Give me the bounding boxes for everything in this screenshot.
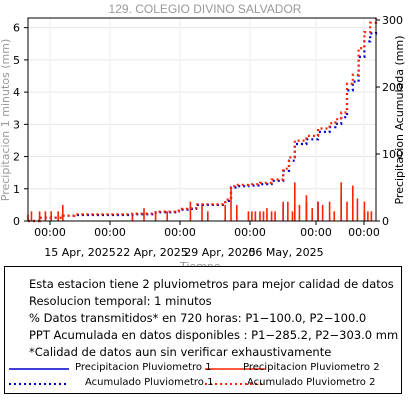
y-right-tick-label: 100 xyxy=(382,148,403,161)
y-axis-right-label: Precipitacion Acumulada (mm) xyxy=(393,35,406,204)
legend-label-p2: Precipitacion Pluviometro 2 xyxy=(243,362,380,373)
x-date-label: 29 Apr, 2025 xyxy=(184,246,256,259)
grid-lines xyxy=(28,18,376,222)
y-axis-left-label: Precipitacion 1 minutos (mm) xyxy=(0,39,12,201)
info-line-5: *Calidad de datos aun sin verificar exha… xyxy=(29,345,332,359)
accumulated-lines xyxy=(28,18,378,223)
x-date-label: 15 Apr, 2025 xyxy=(44,246,116,259)
y-left-tick-label: 4 xyxy=(13,86,20,99)
x-date-label: 06 May, 2025 xyxy=(248,246,323,259)
x-time-label: 00:00 xyxy=(348,226,380,239)
legend-label-acc1: Acumulado Pluviometro 1 xyxy=(85,377,214,388)
y-left-tick-label: 0 xyxy=(13,215,20,228)
info-line-2: Resolucion temporal: 1 minutos xyxy=(29,294,212,308)
y-right-tick-label: 0 xyxy=(382,215,389,228)
axes: 0 1 2 3 4 5 6 0 100 200 300 00:00 00:00 00:00 00:00 00:… xyxy=(13,14,403,259)
legend-swatches xyxy=(9,368,265,385)
precipitation-bars xyxy=(27,182,373,221)
y-left-tick-label: 6 xyxy=(13,22,20,35)
plot-frame xyxy=(27,17,377,222)
x-time-label: 00:00 xyxy=(300,226,332,239)
x-time-label: 00:00 xyxy=(234,226,266,239)
y-right-tick-label: 200 xyxy=(382,81,403,94)
accumulated-line xyxy=(28,29,378,223)
y-right-tick-label: 300 xyxy=(382,14,403,27)
info-line-3: % Datos transmitidos* en 720 horas: P1−1… xyxy=(29,311,367,325)
accumulated-line xyxy=(28,18,378,223)
y-left-tick-label: 5 xyxy=(13,54,20,67)
y-left-tick-label: 3 xyxy=(13,118,20,131)
precipitation-chart: 129. COLEGIO DIVINO SALVADOR 0 1 2 3 4 5 6 0 100… xyxy=(0,2,406,262)
info-panel: Esta estacion tiene 2 pluviometros para … xyxy=(4,266,402,394)
y-left-tick-label: 2 xyxy=(13,151,20,164)
legend-label-p1: Precipitacion Pluviometro 1 xyxy=(75,362,212,373)
x-date-label: 22 Apr, 2025 xyxy=(116,246,188,259)
x-axis-label: Tiempo xyxy=(181,261,223,262)
legend-label-acc2: Acumulado Pluviometro 2 xyxy=(247,377,376,388)
info-line-4: PPT Acumulada en datos disponibles : P1−… xyxy=(29,328,399,342)
x-time-label: 00:00 xyxy=(164,226,196,239)
x-time-label: 00:00 xyxy=(34,226,66,239)
y-left-tick-label: 1 xyxy=(13,183,20,196)
chart-title: 129. COLEGIO DIVINO SALVADOR xyxy=(109,2,302,16)
info-line-1: Esta estacion tiene 2 pluviometros para … xyxy=(29,277,394,291)
x-time-label: 00:00 xyxy=(94,226,126,239)
